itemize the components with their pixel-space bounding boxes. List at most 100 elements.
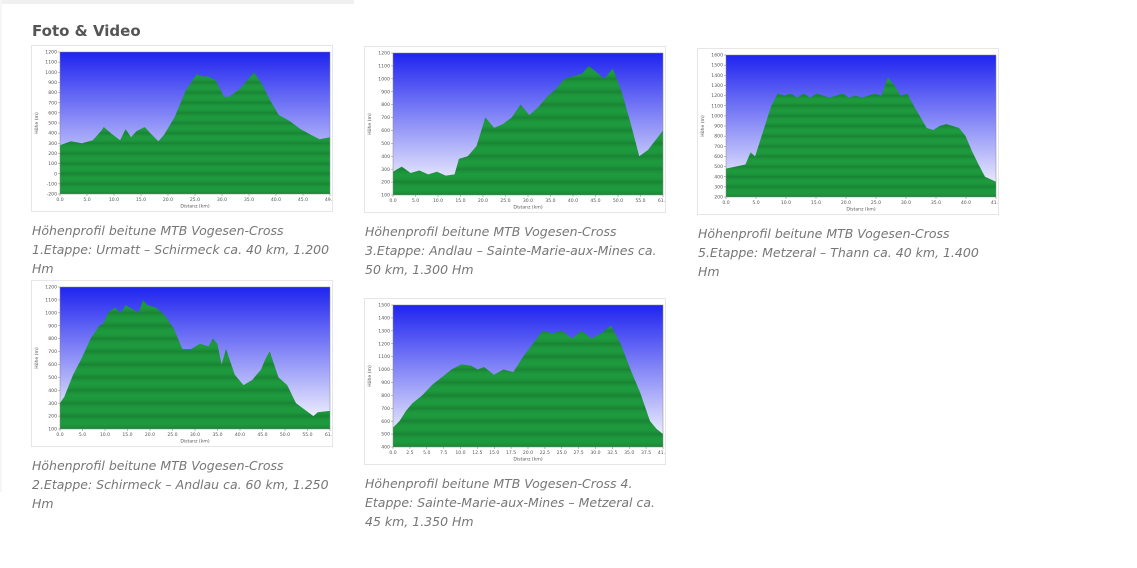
terrain-band <box>60 82 330 93</box>
x-tick-label: 22.5 <box>540 450 550 456</box>
x-tick-label: 17.5 <box>506 450 516 456</box>
x-tick-label: 50.0 <box>280 432 290 438</box>
terrain-band <box>393 169 663 183</box>
y-tick-label: 1400 <box>378 316 390 322</box>
profile-caption: Höhenprofil beitune MTB Vogesen-Cross 4.… <box>365 476 656 529</box>
x-tick-label: 12.5 <box>472 450 482 456</box>
x-tick-label: 7.5 <box>440 450 447 456</box>
profile-caption: Höhenprofil beitune MTB Vogesen-Cross 1.… <box>32 223 330 276</box>
y-tick-label: 1000 <box>378 367 390 373</box>
x-tick-label: 5.0 <box>83 197 90 203</box>
x-tick-label: 61.4 <box>658 198 665 204</box>
y-tick-label: 1100 <box>378 64 390 70</box>
profile-caption: Höhenprofil beitune MTB Vogesen-Cross 2.… <box>32 458 329 511</box>
x-tick-label: 27.5 <box>574 450 584 456</box>
y-tick-label: 800 <box>48 90 57 96</box>
y-tick-label: 900 <box>714 124 723 130</box>
terrain-band <box>60 390 330 404</box>
chart-frame[interactable]: 100 200 300 400 500 600 700 800 900 1000 1100 1200 0… <box>365 47 665 212</box>
y-tick-label: 1000 <box>711 113 723 119</box>
chart-frame[interactable]: 200 300 400 500 600 700 800 900 1000 1100 1200 1300… <box>698 49 998 214</box>
x-tick-label: 25.0 <box>500 198 510 204</box>
elevation-chart: 400 500 600 700 800 900 1000 1100 1200 1300 1400 15… <box>367 303 665 463</box>
x-tick-label: 2.5 <box>406 450 413 456</box>
profile-card-5[interactable]: 200 300 400 500 600 700 800 900 1000 1100 1200 1300… <box>698 49 998 281</box>
elevation-chart: 100 200 300 400 500 600 700 800 900 1000 1100 1200 0… <box>367 51 665 211</box>
y-tick-label: 1000 <box>45 310 57 316</box>
y-tick-label: 300 <box>48 141 57 147</box>
x-axis-label: Distanz (km) <box>513 457 543 463</box>
x-tick-label: 25.0 <box>557 450 567 456</box>
x-tick-label: 45.0 <box>590 198 600 204</box>
y-tick-label: 500 <box>48 121 57 127</box>
elevation-chart: 100 200 300 400 500 600 700 800 900 1000 1100 1200 0… <box>34 285 332 445</box>
y-tick-label: 100 <box>48 161 57 167</box>
profile-card-2[interactable]: 100 200 300 400 500 600 700 800 900 1000 1100 1200 0… <box>32 281 332 513</box>
terrain-band <box>726 156 996 167</box>
y-tick-label: 600 <box>714 154 723 160</box>
y-tick-label: 400 <box>48 131 57 137</box>
terrain-band <box>726 136 996 147</box>
y-tick-label: -100 <box>47 181 58 187</box>
y-tick-label: 1200 <box>378 341 390 347</box>
x-tick-label: 30.0 <box>901 200 911 206</box>
x-tick-label: 15.0 <box>489 450 499 456</box>
y-tick-label: 500 <box>48 375 57 381</box>
y-tick-label: 100 <box>48 427 57 433</box>
x-tick-label: 40.0 <box>568 198 578 204</box>
terrain-band <box>393 408 663 422</box>
x-axis-label: Distanz (km) <box>180 204 210 210</box>
y-axis-label: Höhe (m) <box>367 365 373 387</box>
y-tick-label: 1100 <box>711 103 723 109</box>
x-tick-label: 40.0 <box>271 197 281 203</box>
x-tick-label: 25.0 <box>190 197 200 203</box>
x-tick-label: 10.0 <box>781 200 791 206</box>
x-tick-label: 55.0 <box>302 432 312 438</box>
profile-card-4[interactable]: 400 500 600 700 800 900 1000 1100 1200 1300 1400 15… <box>365 299 665 531</box>
x-tick-label: 5.0 <box>79 432 86 438</box>
chart-frame[interactable]: 400 500 600 700 800 900 1000 1100 1200 1300 1400 15… <box>365 299 665 464</box>
y-tick-label: 500 <box>714 164 723 170</box>
y-axis-label: Höhe (m) <box>34 112 40 134</box>
x-axis-label: Distanz (km) <box>513 205 543 211</box>
profile-card-3[interactable]: 100 200 300 400 500 600 700 800 900 1000 1100 1200 0… <box>365 47 665 279</box>
elevation-chart: 200 300 400 500 600 700 800 900 1000 1100 1200 1300… <box>700 53 998 213</box>
y-tick-label: 600 <box>48 110 57 116</box>
y-tick-label: 900 <box>48 323 57 329</box>
y-tick-label: 200 <box>381 180 390 186</box>
x-tick-label: 0.0 <box>56 197 63 203</box>
y-tick-label: 800 <box>381 393 390 399</box>
terrain-band <box>60 183 330 194</box>
x-tick-label: 0.0 <box>56 432 63 438</box>
y-tick-label: 0 <box>54 171 57 177</box>
y-tick-label: 400 <box>381 154 390 160</box>
y-tick-label: 800 <box>48 336 57 342</box>
x-tick-label: 0.0 <box>389 198 396 204</box>
y-tick-label: 900 <box>381 380 390 386</box>
x-tick-label: 5.0 <box>412 198 419 204</box>
x-tick-label: 35.0 <box>244 197 254 203</box>
terrain-band <box>393 395 663 409</box>
x-tick-label: 0.0 <box>389 450 396 456</box>
chart-frame[interactable]: -200 -100 0 100 200 300 400 500 600 700 800 900 1000… <box>32 46 332 211</box>
y-tick-label: 800 <box>381 102 390 108</box>
terrain-band <box>726 105 996 116</box>
chart-frame[interactable]: 100 200 300 400 500 600 700 800 900 1000 1100 1200 0… <box>32 281 332 446</box>
terrain-band <box>60 102 330 113</box>
terrain-band <box>726 126 996 137</box>
x-tick-label: 61.8 <box>325 432 332 438</box>
x-tick-label: 5.0 <box>752 200 759 206</box>
y-axis-label: Höhe (m) <box>700 115 706 137</box>
x-tick-label: 10.0 <box>433 198 443 204</box>
terrain-band <box>726 146 996 157</box>
y-tick-label: 1200 <box>711 93 723 99</box>
x-tick-label: 25.0 <box>871 200 881 206</box>
x-tick-label: 20.0 <box>841 200 851 206</box>
x-tick-label: 41.5 <box>658 450 665 456</box>
terrain-band <box>726 186 996 197</box>
x-tick-label: 20.0 <box>145 432 155 438</box>
y-tick-label: 1600 <box>711 53 723 59</box>
terrain-band <box>60 377 330 391</box>
profile-card-1[interactable]: -200 -100 0 100 200 300 400 500 600 700 800 900 1000… <box>32 46 332 278</box>
x-tick-label: 20.0 <box>163 197 173 203</box>
